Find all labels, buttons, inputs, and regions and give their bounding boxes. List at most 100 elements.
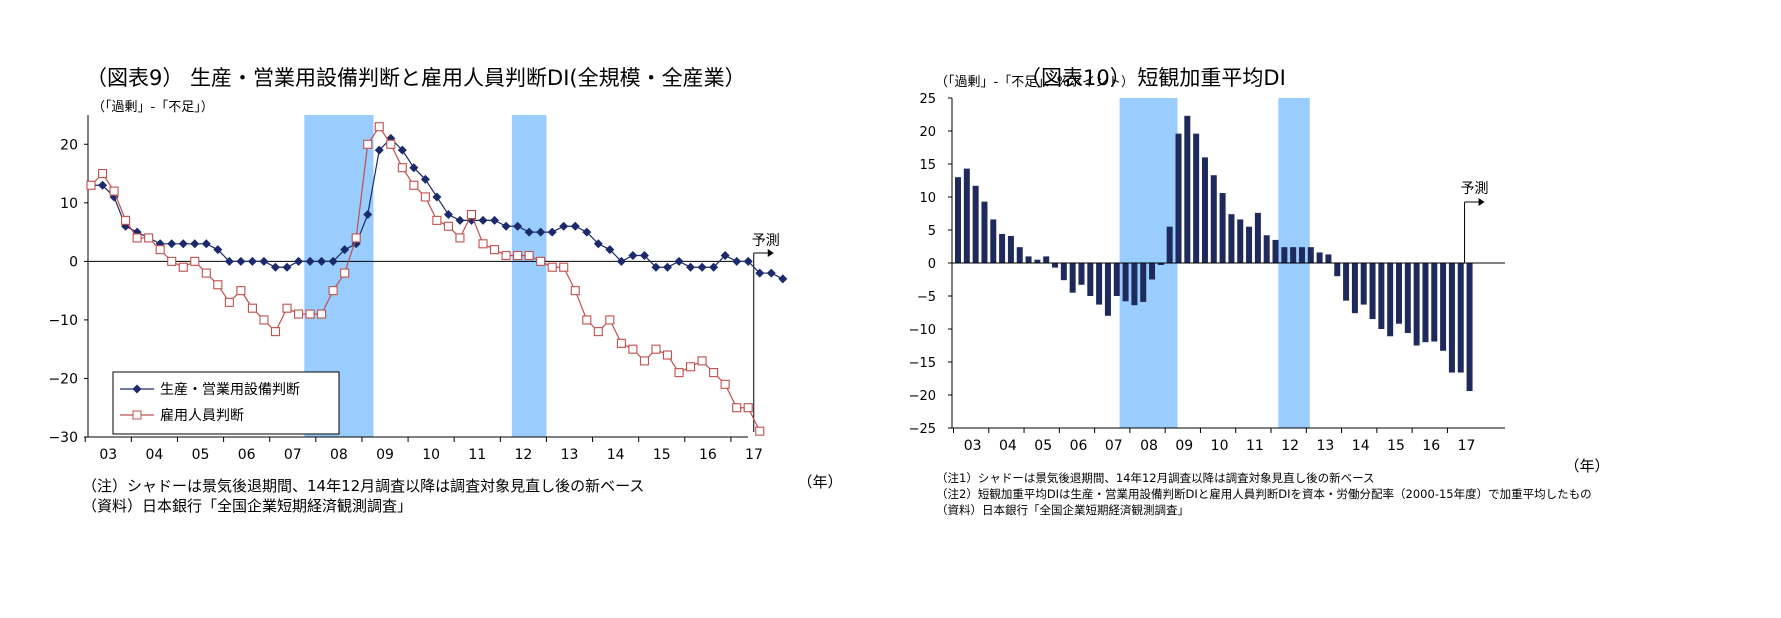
bar xyxy=(1431,263,1438,342)
x-tick-label: 11 xyxy=(1246,438,1264,454)
data-point xyxy=(582,315,592,325)
x-tick-label: 13 xyxy=(561,447,579,463)
chart-title: （図表9） 生産・営業用設備判断と雇用人員判断DI(全規模・全産業） xyxy=(86,66,746,90)
data-point xyxy=(282,303,292,313)
data-point xyxy=(697,356,707,366)
bar xyxy=(1184,115,1191,263)
data-point xyxy=(386,139,396,149)
data-point xyxy=(236,286,246,296)
data-point xyxy=(351,233,361,243)
data-point xyxy=(628,344,638,354)
figure10-plot: 25 20 15 10 5 0 −5 −10 −15 −20 −25 03 04 05 06 07 08 09 10… xyxy=(909,92,1610,475)
data-point xyxy=(697,262,707,272)
bar xyxy=(1087,263,1094,296)
data-point xyxy=(513,250,523,261)
data-point xyxy=(432,192,442,202)
bar xyxy=(955,177,961,263)
data-point xyxy=(317,309,327,319)
data-point xyxy=(686,362,696,372)
y-tick-label: 10 xyxy=(919,191,936,206)
bar xyxy=(1440,263,1447,351)
data-point xyxy=(732,256,742,266)
y-tick-label: 15 xyxy=(919,158,936,173)
data-point xyxy=(190,239,200,249)
data-point xyxy=(536,256,546,266)
data-point xyxy=(490,215,500,225)
bar xyxy=(1034,259,1041,263)
data-point xyxy=(270,327,281,337)
bar xyxy=(1078,263,1085,285)
legend-marker xyxy=(132,410,142,420)
x-tick-label: 06 xyxy=(1070,438,1088,454)
data-point xyxy=(674,368,684,378)
data-point xyxy=(98,180,108,190)
y-tick-label: 5 xyxy=(928,224,936,239)
data-point xyxy=(662,350,673,360)
legend-box xyxy=(112,371,340,435)
data-point xyxy=(213,280,223,290)
data-point xyxy=(317,256,327,266)
data-point xyxy=(374,122,384,132)
data-point xyxy=(616,256,626,266)
bar xyxy=(1396,263,1402,324)
bar xyxy=(1069,263,1076,293)
x-tick-label: 05 xyxy=(192,447,210,463)
data-point xyxy=(443,210,453,220)
data-point xyxy=(305,256,315,266)
bar xyxy=(1237,219,1244,263)
data-point xyxy=(247,256,257,266)
data-point xyxy=(328,286,338,296)
x-tick-label: 09 xyxy=(376,447,394,463)
data-point xyxy=(363,139,373,149)
data-point xyxy=(340,245,350,255)
bar xyxy=(1166,226,1173,263)
data-point xyxy=(524,227,534,237)
data-point xyxy=(224,297,234,307)
x-tick-label: 06 xyxy=(238,447,256,463)
bar xyxy=(981,201,988,263)
figure9-plot: 20 10 0 −10 −20 −30 03 04 05 06 07 08 09 10 11 12 13 14 15… xyxy=(48,115,843,491)
note-line: （注2）短観加重平均DIは生産・営業用設備判断DIと雇用人員判断DIを資本・労働… xyxy=(936,487,1592,501)
figure10-panel: （図表10） 短観加重平均DI （「過剰」-「不足」、%ポイント） 25 20 15… xyxy=(900,0,1781,618)
data-point xyxy=(501,221,511,231)
x-tick-label: 10 xyxy=(422,447,440,463)
y-tick-label: 20 xyxy=(919,125,936,140)
data-point xyxy=(97,168,108,179)
bar xyxy=(1413,263,1420,346)
data-point xyxy=(466,209,477,220)
bar xyxy=(1316,252,1323,263)
data-point xyxy=(86,180,96,190)
bar xyxy=(1193,133,1200,263)
data-point xyxy=(639,251,649,261)
data-point xyxy=(605,245,615,255)
x-axis-unit: （年） xyxy=(1564,457,1609,475)
bar xyxy=(1466,263,1473,392)
bar xyxy=(1298,247,1305,263)
y-axis-label: （「過剰」-「不足」） xyxy=(92,100,214,115)
x-tick-label: 07 xyxy=(284,447,302,463)
data-point xyxy=(709,262,719,272)
forecast-arrowhead xyxy=(1478,198,1485,206)
data-point xyxy=(755,268,765,278)
data-point xyxy=(478,215,488,225)
data-point xyxy=(432,215,442,225)
data-point xyxy=(144,233,154,243)
x-tick-label: 15 xyxy=(653,447,671,463)
data-point xyxy=(420,174,430,184)
bar xyxy=(999,233,1006,263)
bar xyxy=(963,168,970,263)
data-point xyxy=(559,221,569,231)
data-point xyxy=(639,356,649,366)
bar xyxy=(1113,263,1120,296)
bar xyxy=(1122,263,1129,302)
data-point xyxy=(593,239,603,249)
data-point xyxy=(766,268,776,278)
bar xyxy=(1104,263,1111,316)
forecast-arrowhead xyxy=(767,249,774,257)
bar xyxy=(1263,235,1270,263)
data-point xyxy=(743,403,753,413)
x-tick-label: 08 xyxy=(1140,438,1158,454)
bar xyxy=(1219,193,1226,263)
data-point xyxy=(294,256,304,266)
data-point xyxy=(455,215,465,225)
